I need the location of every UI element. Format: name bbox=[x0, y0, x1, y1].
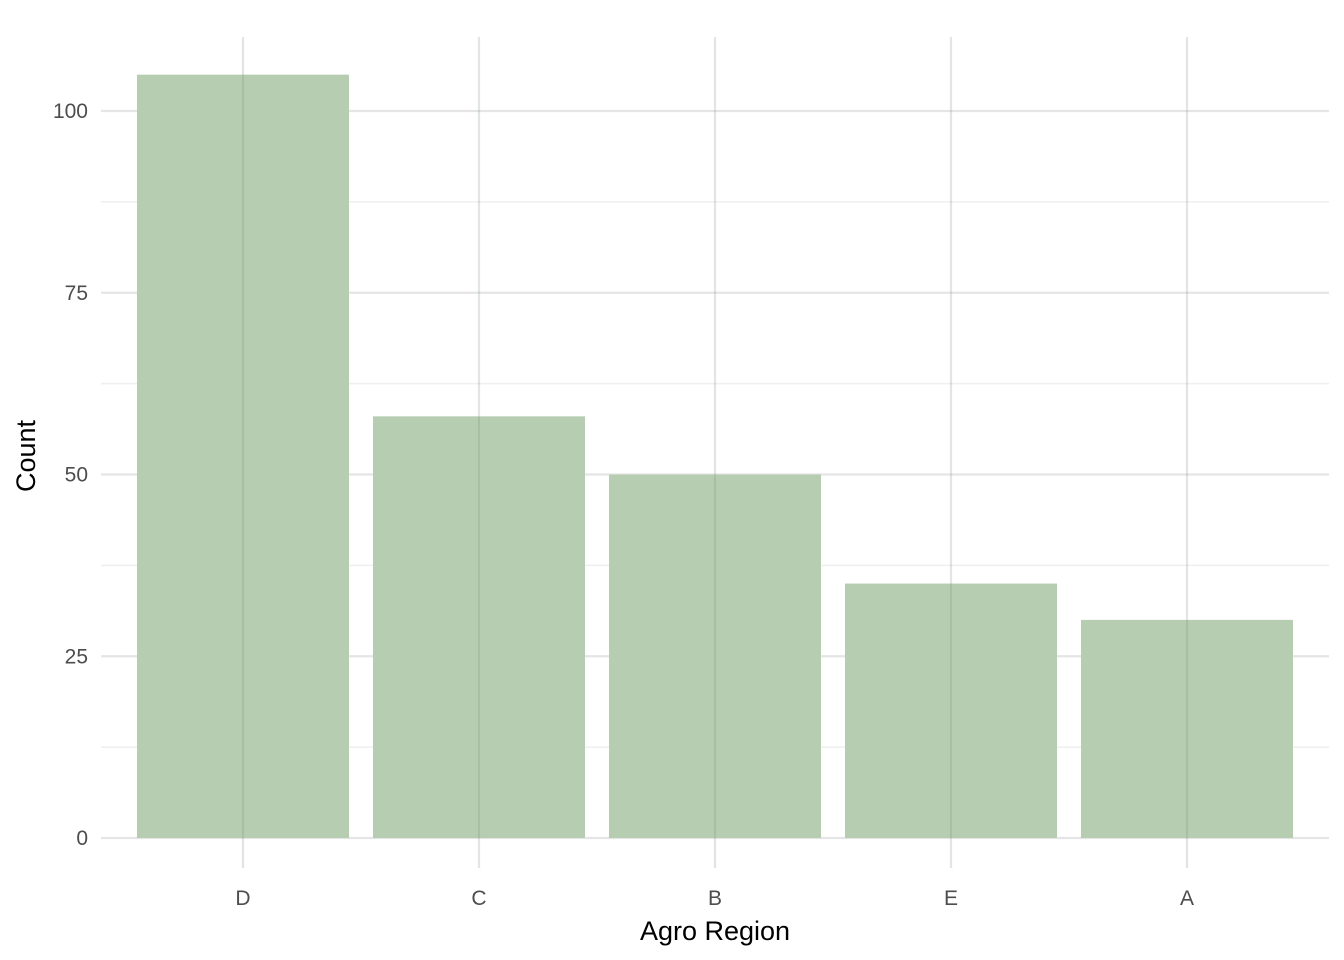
x-tick-label: E bbox=[944, 887, 958, 910]
y-tick-label: 0 bbox=[76, 827, 88, 850]
x-tick-label: B bbox=[708, 887, 722, 910]
y-axis-title: Count bbox=[11, 419, 41, 492]
y-tick-label: 50 bbox=[65, 464, 88, 487]
x-tick-label: D bbox=[235, 887, 250, 910]
y-axis-tick-labels: 0 25 50 75 100 bbox=[53, 100, 88, 850]
bar-a bbox=[1081, 619, 1293, 838]
bar-b bbox=[609, 474, 821, 838]
bars bbox=[137, 74, 1293, 838]
bar-d bbox=[137, 74, 349, 838]
y-tick-label: 75 bbox=[65, 282, 88, 305]
x-axis-title: Agro Region bbox=[640, 916, 790, 946]
bar-e bbox=[845, 583, 1057, 838]
y-tick-label: 100 bbox=[53, 100, 88, 123]
x-tick-label: C bbox=[471, 887, 486, 910]
y-tick-label: 25 bbox=[65, 645, 88, 668]
bar-c bbox=[373, 416, 585, 838]
x-tick-label: A bbox=[1180, 887, 1194, 910]
vertical-gridlines bbox=[241, 37, 1189, 868]
